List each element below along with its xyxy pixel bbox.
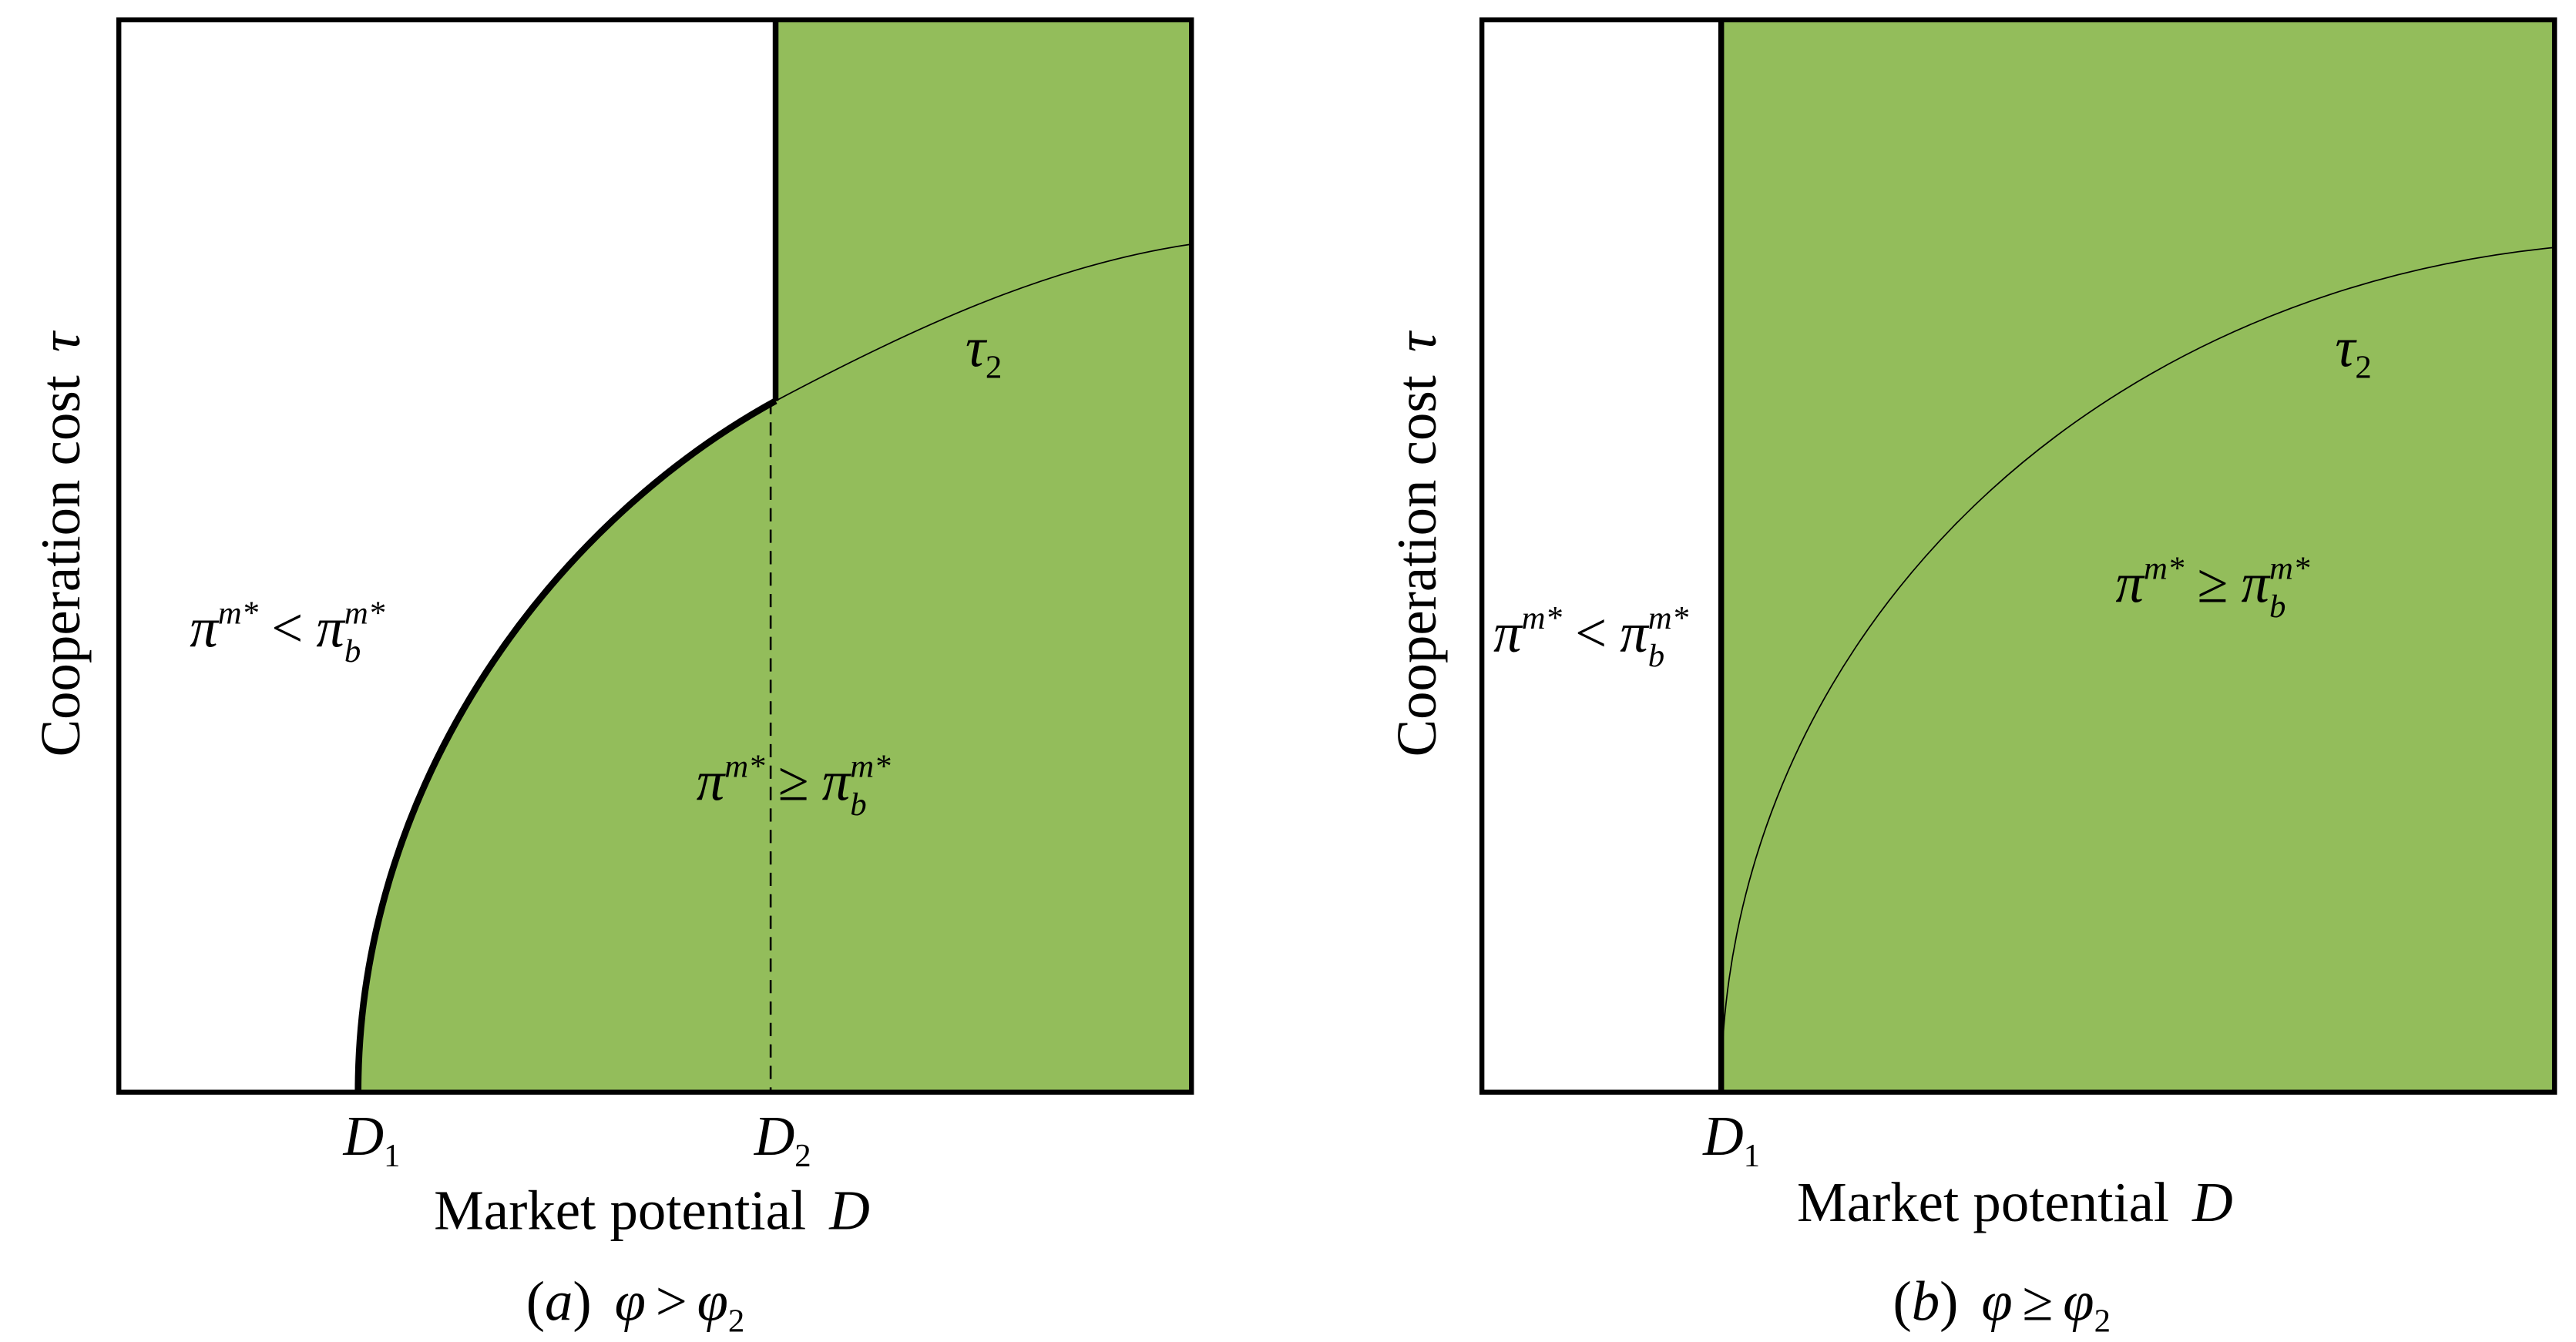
panel-a: Cooperation costτ Market potential D D1 D… bbox=[29, 17, 1194, 1339]
relation: < bbox=[1575, 602, 1607, 664]
superscript: m* bbox=[344, 596, 385, 632]
x-axis-label: Market potential D bbox=[1797, 1171, 2233, 1233]
symbol: φ bbox=[2063, 1270, 2094, 1332]
green-region bbox=[1721, 19, 2555, 1092]
label-text: Cooperation cost bbox=[29, 375, 92, 757]
y-axis-label: Cooperation cost τ bbox=[29, 330, 92, 757]
tau2-curve bbox=[1720, 247, 2555, 1092]
green-region bbox=[358, 19, 1192, 1092]
curve-subscript: 2 bbox=[986, 349, 1002, 385]
paren: ( bbox=[526, 1270, 545, 1332]
region-label: πm* ≥ πbm* bbox=[697, 749, 891, 823]
symbol: π bbox=[190, 597, 220, 659]
panel-letter: b bbox=[1912, 1270, 1940, 1332]
tick-label: D1 bbox=[1702, 1105, 1760, 1174]
relation: < bbox=[271, 597, 303, 659]
tick-symbol: D bbox=[1702, 1105, 1744, 1167]
paren: ( bbox=[1893, 1270, 1911, 1332]
x-axis-label: Market potential D bbox=[434, 1179, 870, 1241]
paren: ) bbox=[573, 1270, 591, 1332]
caption: (b) φ ≥ φ2 bbox=[1893, 1270, 2111, 1339]
tick-subscript: 2 bbox=[794, 1138, 811, 1174]
subscript: 2 bbox=[2094, 1303, 2111, 1339]
frame bbox=[116, 17, 1194, 1095]
subscript: b bbox=[850, 787, 866, 823]
paren: ) bbox=[1940, 1270, 1958, 1332]
tick-symbol: D bbox=[754, 1105, 795, 1167]
label-text: Cooperation cost bbox=[1385, 375, 1448, 757]
symbol: π bbox=[1493, 602, 1523, 664]
symbol: φ bbox=[697, 1270, 728, 1332]
symbol: π bbox=[316, 597, 346, 659]
panel-b: Cooperation costτ Market potential D D1 τ… bbox=[1385, 17, 2558, 1339]
symbol: φ bbox=[615, 1270, 646, 1332]
symbol: φ bbox=[1981, 1270, 2012, 1332]
subscript: b bbox=[2269, 589, 2285, 625]
subscript: 2 bbox=[728, 1303, 744, 1339]
curve-label: τ2 bbox=[2335, 316, 2371, 385]
curve-symbol: τ bbox=[966, 316, 988, 378]
boundary-curve bbox=[354, 398, 778, 1092]
relation: ≥ bbox=[2197, 552, 2228, 615]
tick-subscript: 1 bbox=[384, 1138, 400, 1174]
region-label: πm* ≥ πbm* bbox=[2116, 551, 2310, 625]
superscript: m* bbox=[2269, 551, 2310, 587]
tau2-curve bbox=[775, 243, 1192, 402]
superscript: m* bbox=[1648, 600, 1689, 636]
label-text: Market potential bbox=[1797, 1171, 2169, 1233]
label-text: Market potential bbox=[434, 1179, 806, 1241]
curve-subscript: 2 bbox=[2355, 349, 2371, 385]
caption: (a) φ > φ2 bbox=[526, 1270, 745, 1339]
superscript: m* bbox=[724, 749, 765, 785]
symbol: π bbox=[697, 750, 727, 813]
superscript: m* bbox=[218, 596, 259, 632]
relation: ≥ bbox=[2022, 1270, 2053, 1332]
region-label: πm* < πbm* bbox=[190, 596, 385, 669]
label-symbol: D bbox=[2191, 1171, 2233, 1233]
tick-symbol: D bbox=[342, 1105, 384, 1167]
frame bbox=[1479, 17, 2558, 1095]
symbol: π bbox=[2242, 552, 2272, 615]
panel-letter: a bbox=[545, 1270, 573, 1332]
superscript: m* bbox=[1522, 600, 1563, 636]
symbol: π bbox=[822, 750, 852, 813]
symbol: π bbox=[2116, 552, 2146, 615]
superscript: m* bbox=[850, 749, 891, 785]
tick-label: D2 bbox=[754, 1105, 811, 1174]
relation: > bbox=[656, 1270, 687, 1332]
curve-label: τ2 bbox=[966, 316, 1002, 385]
subscript: b bbox=[1648, 638, 1664, 674]
label-symbol: D bbox=[828, 1179, 870, 1241]
subscript: b bbox=[344, 633, 361, 669]
y-axis-label: Cooperation cost τ bbox=[1385, 330, 1448, 757]
symbol: π bbox=[1620, 602, 1650, 664]
label-symbol: τ bbox=[1385, 330, 1448, 352]
curve-symbol: τ bbox=[2335, 316, 2357, 378]
relation: ≥ bbox=[778, 750, 809, 813]
region-label: πm* < πbm* bbox=[1493, 600, 1689, 674]
superscript: m* bbox=[2144, 551, 2185, 587]
tick-label: D1 bbox=[342, 1105, 400, 1174]
tick-subscript: 1 bbox=[1744, 1138, 1760, 1174]
label-symbol: τ bbox=[29, 330, 92, 352]
